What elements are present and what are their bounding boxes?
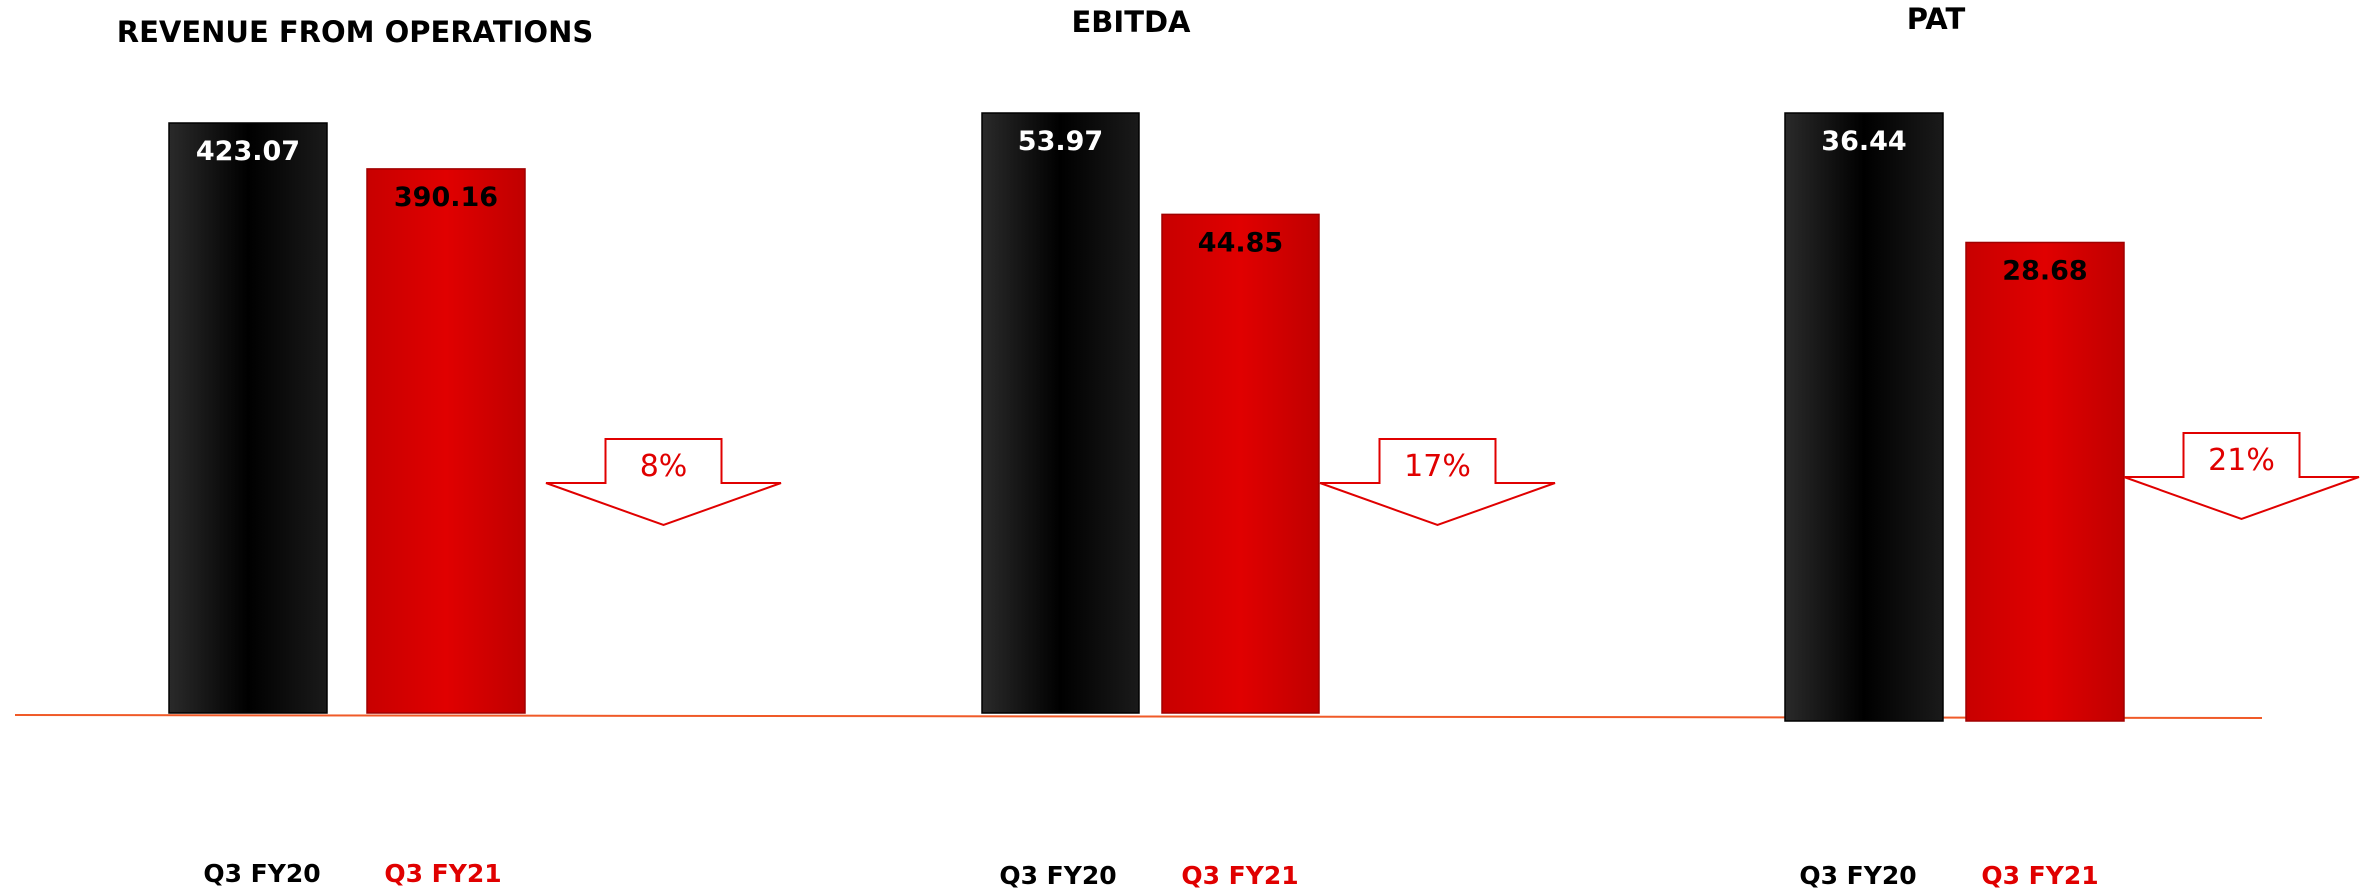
category-label: Q3 FY20 <box>203 859 320 888</box>
bar-q3-fy20 <box>981 112 1140 714</box>
bar-value-label: 36.44 <box>1821 126 1906 157</box>
change-percentage: 21% <box>2208 443 2275 478</box>
category-label: Q3 FY21 <box>1181 861 1298 890</box>
bar-q3-fy20 <box>168 122 328 714</box>
chart-panel: EBITDA 53.97 Q3 FY20 44.85 Q3 FY21 17% <box>981 5 1556 890</box>
down-arrow-icon <box>2123 432 2360 521</box>
down-arrow-icon <box>545 438 782 527</box>
bar-value-label: 390.16 <box>394 182 498 213</box>
chart-panel: PAT 36.44 Q3 FY20 28.68 Q3 FY21 21% <box>1784 2 2360 890</box>
change-percentage: 8% <box>640 449 688 484</box>
bar-q3-fy20 <box>1784 112 1944 722</box>
chart-panel: REVENUE FROM OPERATIONS 423.07 Q3 FY20 390.… <box>117 15 782 888</box>
category-label: Q3 FY21 <box>384 859 501 888</box>
bar-q3-fy21 <box>1965 241 2125 722</box>
panel-title: PAT <box>1907 2 1966 36</box>
category-label: Q3 FY21 <box>1981 861 2098 890</box>
panel-title: REVENUE FROM OPERATIONS <box>117 15 594 49</box>
panel-title: EBITDA <box>1071 5 1191 39</box>
bar-q3-fy21 <box>1161 213 1320 714</box>
category-label: Q3 FY20 <box>1799 861 1916 890</box>
bar-q3-fy21 <box>366 168 526 714</box>
bar-value-label: 53.97 <box>1018 126 1103 157</box>
bar-value-label: 423.07 <box>196 136 300 167</box>
change-percentage: 17% <box>1404 449 1471 484</box>
category-label: Q3 FY20 <box>999 861 1116 890</box>
bar-value-label: 28.68 <box>2002 255 2087 286</box>
down-arrow-icon <box>1319 438 1556 527</box>
bar-value-label: 44.85 <box>1198 227 1283 258</box>
